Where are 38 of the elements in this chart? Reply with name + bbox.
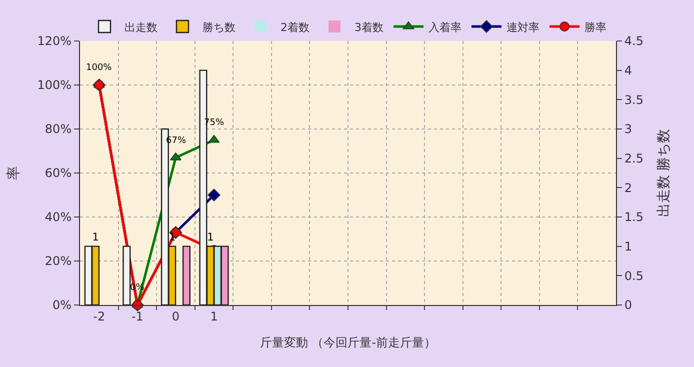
y2-tick-label: 4.5 [624, 34, 644, 48]
legend-label: 入着率 [428, 20, 462, 34]
legend-label: 勝率 [584, 20, 606, 34]
bar [122, 246, 131, 305]
y-tick-label: 60% [44, 166, 72, 180]
y2-tick-label: 0 [624, 298, 632, 312]
legend-label: 2着数 [280, 20, 310, 34]
data-label: 1 [168, 230, 176, 244]
y2-tick-label: 2 [624, 180, 632, 195]
data-label: 100% [86, 63, 112, 73]
bar [182, 246, 190, 305]
y-tick-label: 0% [52, 298, 72, 312]
y2-tick-label: 4 [624, 64, 632, 78]
point [208, 188, 220, 202]
x-tick-label: -1 [131, 309, 144, 324]
y2-tick-label: 1.5 [624, 210, 644, 224]
y-axis-title: 率 [6, 166, 22, 180]
x-tick-label: 1 [210, 309, 218, 324]
y-tick-label: 80% [44, 122, 72, 136]
y2-tick-label: 1 [624, 240, 632, 254]
data-label: 1 [92, 230, 99, 244]
y-tick-label: 40% [44, 210, 72, 224]
legend-label: 3着数 [354, 20, 384, 34]
x-axis-title: 斤量変動 （今回斤量-前走斤量） [260, 335, 436, 350]
y-tick-label: 120% [37, 34, 72, 48]
y2-tick-label: 3.5 [624, 92, 644, 107]
y2-tick-label: 2.5 [624, 152, 644, 166]
y-tick-label: 100% [37, 78, 72, 92]
x-tick-label: 0 [172, 309, 180, 324]
legend-label: 出走数 [124, 20, 158, 34]
y2-tick-label: 3 [624, 122, 632, 136]
x-tick-label: -2 [93, 309, 106, 324]
legend-label: 連対率 [506, 20, 540, 34]
legend-label: 勝ち数 [202, 20, 236, 34]
y2-tick-label: 0.5 [624, 268, 644, 283]
y2-axis-title: 出走数 勝ち数 [656, 128, 672, 218]
data-label: 1 [207, 230, 214, 244]
y-tick-label: 20% [44, 254, 72, 268]
